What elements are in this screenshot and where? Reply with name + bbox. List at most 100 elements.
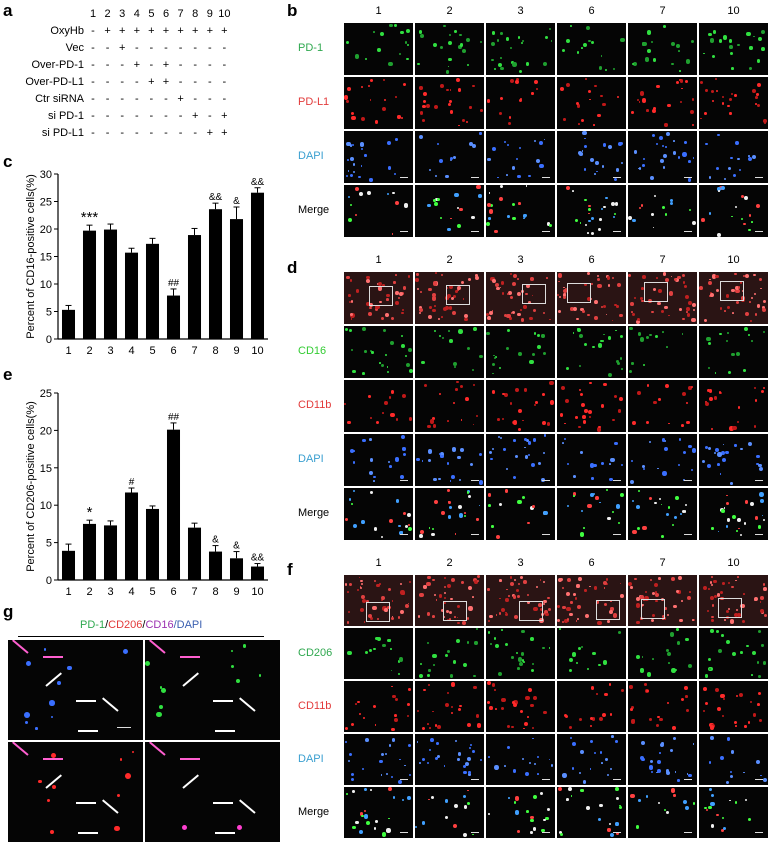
cell-dot	[349, 312, 353, 317]
cell-dot	[691, 469, 694, 472]
cell-dot	[430, 795, 434, 799]
cell-dot	[671, 62, 675, 66]
cell-dot	[762, 307, 767, 312]
cell-dot	[537, 333, 541, 337]
cell-dot	[667, 103, 671, 108]
cell-dot	[686, 773, 689, 775]
arrow-icon	[182, 774, 199, 789]
cell-dot	[761, 47, 765, 51]
cell-dot	[662, 471, 667, 476]
cell-dot	[527, 716, 530, 718]
cell-dot	[445, 70, 450, 74]
cell-dot	[642, 275, 646, 279]
cell-dot	[361, 595, 366, 599]
cell-dot	[668, 422, 670, 425]
cell-dot	[421, 758, 426, 762]
cell-dot	[752, 650, 756, 655]
cell-dot	[670, 275, 673, 278]
cell-dot	[507, 215, 510, 218]
table-cell: +	[133, 59, 141, 71]
cell-dot	[752, 88, 756, 93]
cell-dot	[471, 369, 474, 372]
microscopy-image	[415, 628, 484, 679]
cell-dot	[734, 720, 738, 724]
cell-dot	[419, 311, 422, 315]
bar	[187, 235, 202, 339]
cell-dot	[735, 285, 739, 290]
cell-dot	[582, 779, 587, 784]
cell-dot	[345, 327, 349, 331]
cell-dot	[359, 830, 364, 835]
cell-dot	[651, 212, 655, 216]
cell-dot	[741, 194, 745, 198]
cell-dot	[464, 396, 469, 401]
cell-dot	[608, 822, 611, 826]
cell-dot	[398, 657, 404, 662]
cell-dot	[714, 372, 717, 374]
cell-dot	[711, 55, 715, 59]
cell-dot	[680, 424, 684, 428]
cell-dot	[685, 59, 690, 64]
microscopy-image	[628, 488, 697, 540]
cell-dot	[391, 232, 394, 235]
cell-dot	[397, 672, 401, 675]
cell-dot	[651, 770, 654, 773]
cell-dot	[389, 23, 393, 28]
microscopy-image	[628, 434, 697, 486]
panel-g-title-rule	[18, 636, 264, 637]
cell-dot	[742, 368, 746, 372]
cell-dot	[528, 761, 532, 765]
cell-dot	[443, 764, 446, 767]
cell-dot	[737, 613, 741, 617]
cell-dot	[679, 618, 683, 623]
cell-dot	[489, 705, 493, 710]
cell-dot	[579, 717, 583, 721]
cell-dot	[374, 307, 379, 312]
cell-dot	[390, 669, 393, 672]
cell-dot	[539, 579, 542, 581]
cell-dot	[671, 42, 676, 47]
cell-dot	[611, 319, 614, 322]
cell-dot	[602, 333, 605, 336]
cell-dot	[683, 509, 687, 513]
scale-bar	[755, 230, 763, 232]
cell-dot	[476, 185, 481, 190]
column-label: 7	[659, 254, 666, 266]
microscopy-image	[415, 185, 484, 237]
cell-dot	[682, 450, 687, 455]
cell-dot	[739, 280, 743, 284]
cell-dot	[488, 192, 491, 194]
table-cell: -	[178, 110, 183, 122]
cell-dot	[466, 120, 469, 123]
cell-dot	[727, 607, 731, 611]
cell-dot	[400, 610, 405, 615]
cell-dot	[451, 682, 456, 687]
x-tick-label: 8	[212, 345, 218, 357]
cell-dot	[365, 279, 370, 283]
microscopy-image	[699, 185, 768, 237]
cell-dot	[748, 155, 750, 157]
cell-dot	[658, 802, 661, 805]
table-cell: -	[222, 59, 227, 71]
cell-dot	[671, 788, 676, 793]
significance-label: &	[212, 535, 219, 546]
cell-dot	[440, 83, 444, 88]
cell-dot	[691, 318, 696, 323]
cell-dot	[563, 422, 566, 425]
cell-dot	[357, 700, 360, 704]
cell-dot	[391, 694, 396, 699]
arrow-icon	[239, 799, 256, 814]
cell-dot	[734, 272, 737, 276]
cell-dot	[464, 313, 469, 318]
arrow-icon	[78, 832, 98, 834]
arrow-icon	[102, 799, 119, 814]
cell-dot	[525, 695, 530, 701]
cell-dot	[360, 582, 364, 585]
cell-dot	[641, 287, 644, 290]
cell-dot	[609, 610, 614, 615]
microscopy-image	[415, 734, 484, 785]
cell-dot	[707, 587, 710, 590]
cell-dot	[664, 305, 668, 310]
cell-dot	[596, 693, 599, 696]
cell-dot	[385, 313, 390, 317]
